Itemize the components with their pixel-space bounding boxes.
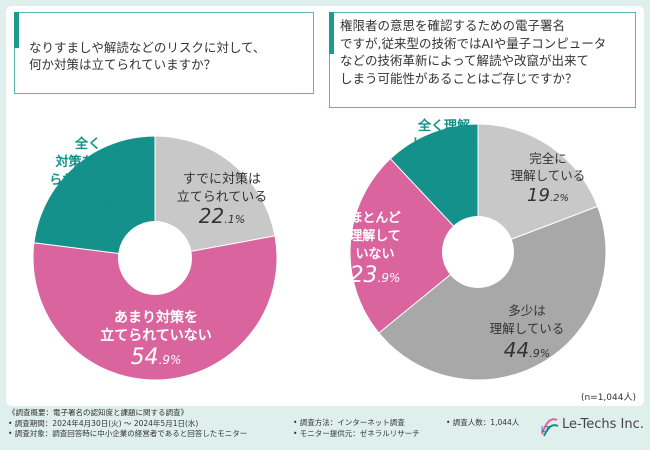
question-2-line-2: ですが,従来型の技術ではAIや量子コンピュータ: [340, 35, 607, 51]
question-2-line-3: などの技術革新によって解読や改竄が出来て: [340, 53, 590, 68]
donut-hole: [442, 216, 514, 288]
slice-category-label: あまり対策を: [114, 309, 198, 326]
pie-slice-2: [32, 235, 278, 381]
question-1-line-1: なりすましや解読などのリスクに対して、: [29, 40, 266, 55]
survey-notes: 《調査概要：電子署名の認知度と課題に関する調査》 • 調査期間：2024年4月3…: [8, 408, 528, 450]
survey-count: • 調査人数：1,044人: [446, 418, 520, 427]
question-2-line-1: 権限者の意思を確認するための電子署名: [340, 18, 566, 33]
slice-value-label: 19.2%: [527, 185, 569, 206]
slice-category-label: 理解している: [490, 321, 565, 336]
pie-slice-3: [349, 157, 479, 334]
slice-category-label: していない: [412, 137, 477, 152]
question-2-line-4: しまう可能性があることはご存じですか？: [340, 70, 578, 86]
svg-text:LT: LT: [541, 425, 550, 434]
slice-category-label: 理解している: [511, 168, 586, 183]
question-accent-bar: [329, 12, 334, 55]
logo-mark-icon: LT: [541, 418, 559, 437]
slice-category-label: いない: [355, 247, 394, 262]
pie-slice-3: [33, 135, 156, 259]
slice-value-label: 22.1%: [199, 204, 245, 228]
question-accent-bar: [14, 12, 19, 48]
slice-category-label: 全く: [74, 136, 101, 152]
survey-target: • 調査対象：調査回答時に中小企業の経営者であると回答したモニター: [8, 429, 248, 438]
company-logo: LT Le-Techs Inc.: [538, 414, 648, 442]
pie-slice-1: [477, 123, 599, 253]
slice-category-label: 多少は: [508, 303, 546, 318]
pie-slice-2: [378, 205, 607, 381]
slice-value-label: 54.9%: [131, 345, 182, 370]
survey-overview: 《調査概要：電子署名の認知度と課題に関する調査》: [8, 408, 188, 417]
logo-text: Le-Techs Inc.: [562, 417, 644, 432]
donut-hole: [118, 221, 192, 295]
question-box-2: 権限者の意思を確認するための電子署名 ですが,従来型の技術ではAIや量子コンピュ…: [329, 12, 636, 108]
slice-value-label: 12.0%: [421, 151, 467, 175]
sample-size-note: (n=1,044人): [580, 393, 636, 403]
pie-slice-4: [389, 123, 479, 254]
slice-category-label: ほとんど: [349, 211, 401, 226]
pie-slice-1: [154, 135, 276, 259]
slice-value-label: 23.0%: [63, 189, 114, 214]
survey-method: • 調査方法：インターネット調査: [293, 418, 405, 427]
slice-category-label: 完全に: [529, 151, 567, 166]
question-1-line-2: 何か対策は立てられていますか？: [29, 57, 217, 72]
slice-value-label: 23.9%: [350, 263, 401, 288]
slice-category-label: 理解して: [349, 228, 401, 244]
slice-category-label: 立てられている: [177, 190, 268, 205]
survey-provider: • モニター提供元：ゼネラルリサーチ: [293, 428, 420, 438]
slice-category-label: 全く理解: [417, 118, 470, 134]
question-box-1: なりすましや解読などのリスクに対して、 何か対策は立てられていますか？: [14, 12, 314, 94]
slice-category-label: すでに対策は: [183, 171, 261, 187]
survey-period: • 調査期間：2024年4月30日(火) ～ 2024年5月1日(水): [8, 418, 199, 428]
slice-category-label: 立てられていない: [100, 327, 212, 344]
slice-category-label: 対策を立て: [54, 154, 120, 170]
slice-category-label: られていない: [49, 173, 127, 188]
slice-value-label: 44.9%: [504, 338, 550, 362]
